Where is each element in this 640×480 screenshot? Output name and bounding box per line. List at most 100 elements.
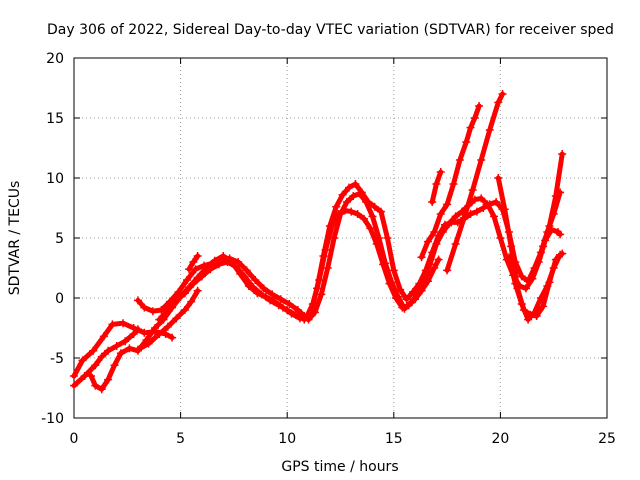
data-point [276,295,285,304]
data-point [97,385,106,394]
data-point [517,272,526,281]
data-point [556,230,565,239]
data-point [413,290,422,299]
data-point [119,319,128,328]
data-point [97,352,106,361]
data-point [325,222,334,230]
data-point [436,168,445,176]
y-tick-label: -5 [50,351,64,367]
data-point [389,266,398,275]
data-point [485,200,494,209]
y-axis-title: SDTVAR / TECUs [7,181,23,296]
data-point [91,381,100,390]
x-tick-label: 25 [598,431,616,447]
data-point [517,300,526,308]
data-point [507,242,516,251]
data-point [496,234,505,242]
data-point [330,234,339,242]
y-tick-label: 20 [46,51,64,67]
data-point [193,252,202,260]
data-point [104,375,113,384]
data-point [251,276,260,284]
data-point [319,252,328,260]
y-tick-label: 10 [46,171,64,187]
data-point [396,285,405,294]
data-point [89,346,98,355]
data-point [460,213,469,222]
data-point [189,279,198,288]
data-point [121,337,130,346]
data-point [423,237,432,246]
data-point [475,102,484,110]
data-point [70,372,78,380]
data-point [428,198,437,206]
data-point [78,356,87,365]
data-point [524,277,533,286]
data-point [338,190,347,199]
data-point [500,205,509,214]
data-marks [70,90,567,394]
data-point [249,283,258,292]
data-point [430,228,439,236]
data-point [543,282,552,290]
data-point [116,349,125,358]
data-point [536,294,545,302]
y-tick-label: 0 [55,291,64,307]
data-point [234,258,243,266]
data-point [539,302,548,311]
data-point [530,264,539,272]
data-point [140,328,149,337]
data-point [368,212,377,221]
data-point [240,272,249,281]
x-tick-label: 10 [278,431,296,447]
data-point [347,207,356,216]
series-track-9 [428,168,445,206]
data-point [200,261,209,270]
data-point [477,156,486,164]
data-point [174,288,183,296]
data-point [351,180,360,188]
data-point [406,298,415,307]
data-point [266,296,275,305]
data-point [430,264,439,272]
data-point [185,265,194,274]
data-point [374,234,383,242]
data-point [421,266,430,275]
data-point [455,156,464,164]
data-point [151,324,160,332]
data-point [133,296,142,305]
data-point [477,194,486,203]
data-point [172,296,181,305]
data-point [556,250,565,259]
data-point [353,210,362,218]
data-point [443,200,452,209]
series-track-13 [539,150,567,251]
data-point [511,279,520,288]
y-tick-label: 5 [55,231,64,247]
data-point [443,266,452,275]
data-point [180,289,189,298]
data-point [187,297,196,306]
data-point [182,276,191,284]
y-tick-label: 15 [46,111,64,127]
data-point [490,212,499,221]
data-point [436,210,445,218]
data-point [189,258,198,266]
data-point [180,306,189,314]
data-point [394,292,403,301]
data-point [193,286,202,295]
data-point [549,264,558,272]
data-point [168,333,177,342]
y-tick-label: -10 [41,411,64,427]
data-point [451,240,460,248]
data-point [551,192,560,200]
data-point [485,126,494,134]
series-line [444,91,505,273]
data-point [434,231,443,240]
data-point [306,308,315,317]
data-point [133,345,142,354]
data-point [345,183,354,192]
data-point [104,346,113,355]
data-point [155,315,164,324]
